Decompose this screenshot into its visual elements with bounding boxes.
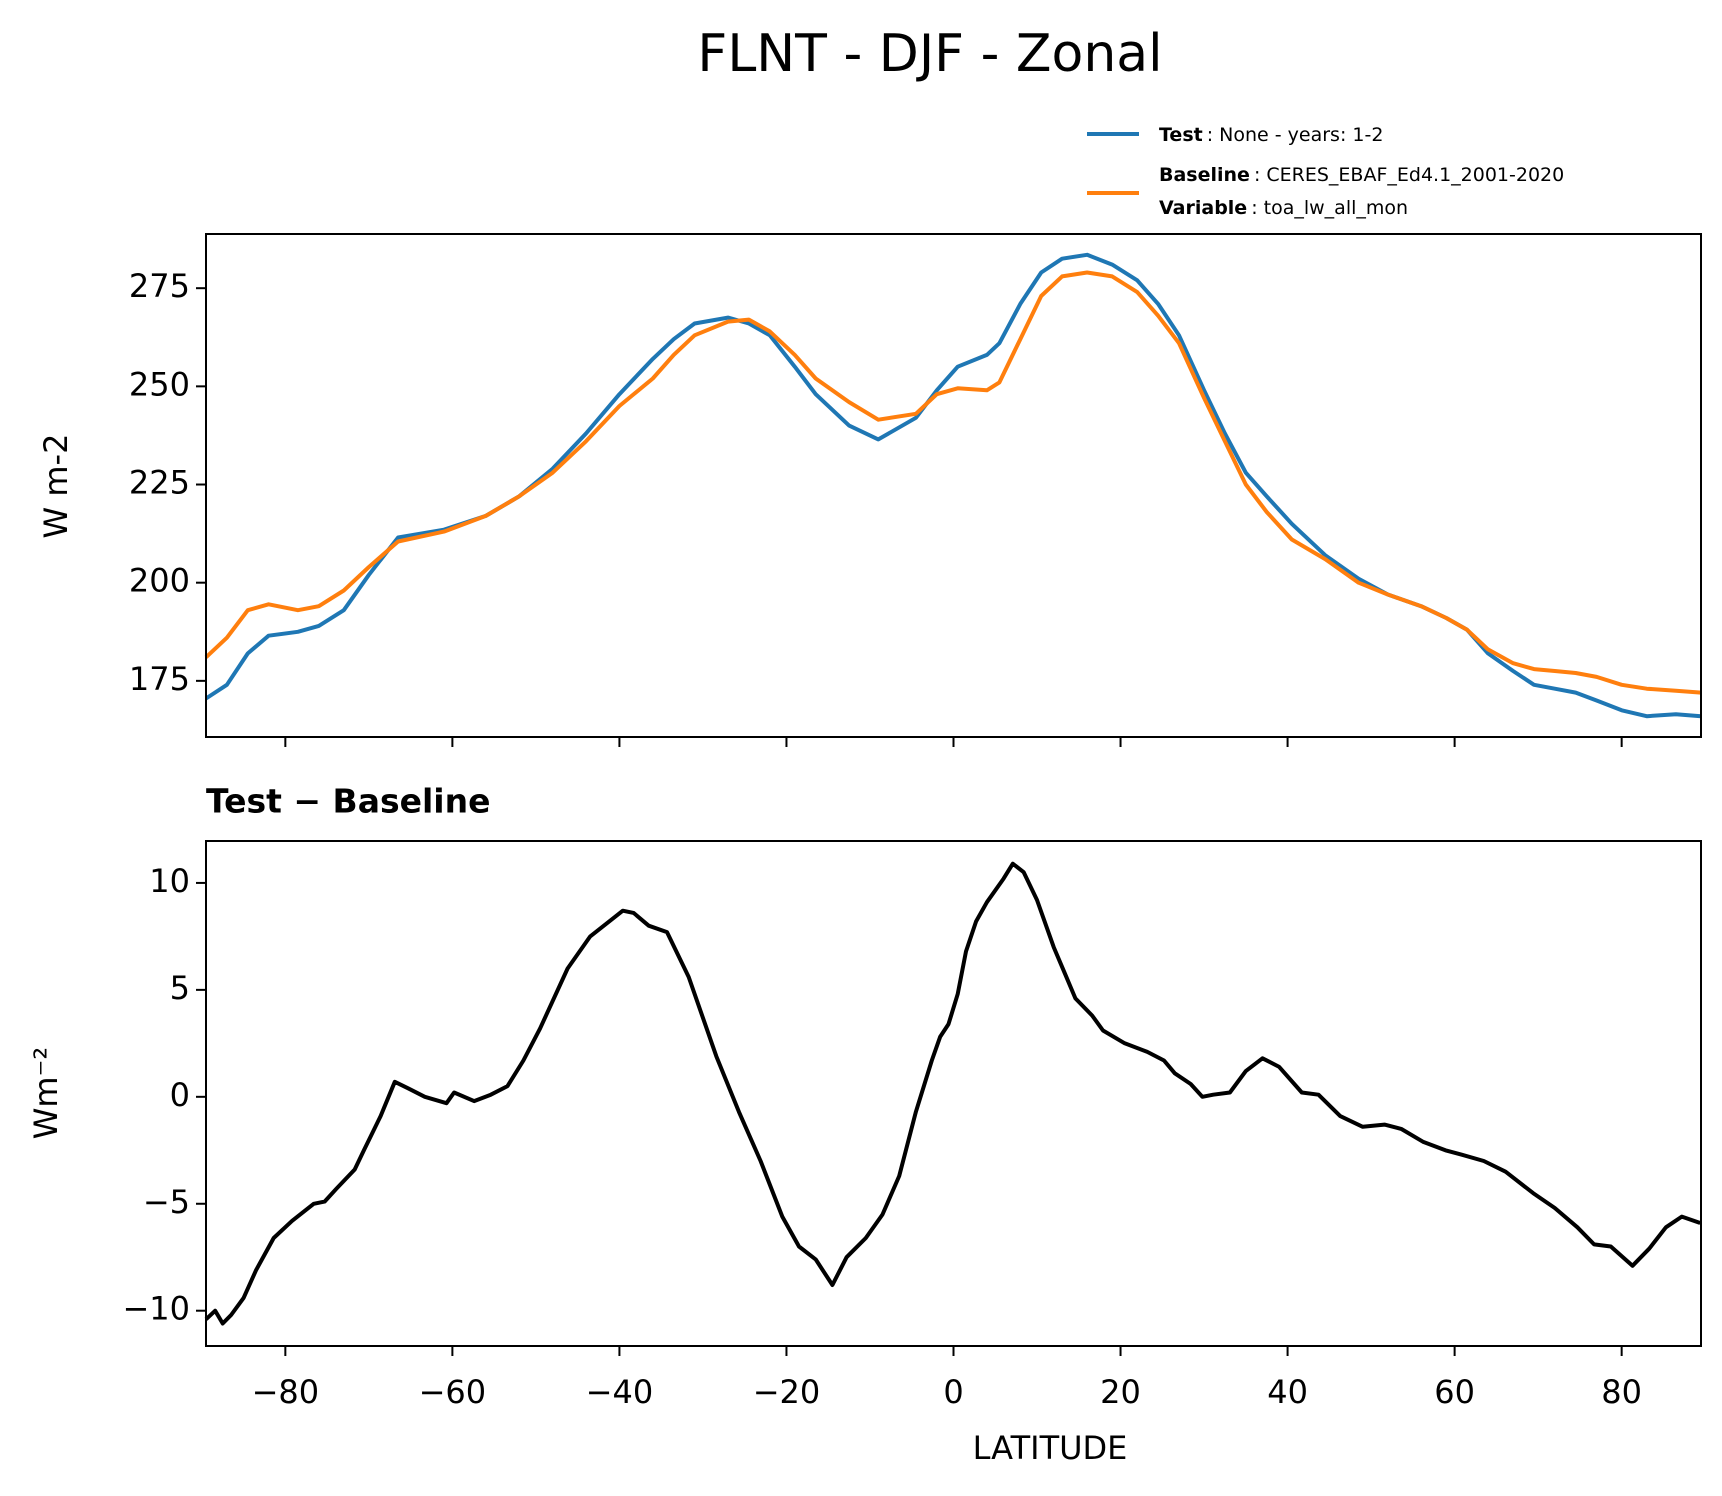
axes-frame bbox=[205, 840, 1702, 1347]
axes-frame bbox=[205, 233, 1702, 738]
y-tick-label: 5 bbox=[170, 969, 190, 1007]
y-tick-label: 250 bbox=[129, 365, 190, 403]
legend-label: Baseline: CERES_EBAF_Ed4.1_2001-2020 bbox=[1159, 164, 1564, 186]
y-tick-label: 275 bbox=[129, 267, 190, 305]
y-tick-label: 200 bbox=[129, 562, 190, 600]
x-tick-label: 40 bbox=[1267, 1373, 1308, 1411]
legend-label: Test: None - years: 1-2 bbox=[1159, 124, 1383, 146]
data-line bbox=[204, 861, 1701, 1326]
x-tick-label: 20 bbox=[1100, 1373, 1141, 1411]
legend-name: Variable bbox=[1159, 197, 1247, 219]
y-tick-label: −5 bbox=[143, 1183, 190, 1221]
subplot-title: Test − Baseline bbox=[206, 782, 491, 821]
y-axis-label: W m-2 bbox=[37, 434, 75, 539]
legend-detail: : None - years: 1-2 bbox=[1207, 124, 1384, 146]
y-axis-label: Wm⁻² bbox=[27, 1047, 65, 1140]
x-tick-label: −60 bbox=[419, 1373, 487, 1411]
x-axis-label: LATITUDE bbox=[973, 1429, 1128, 1467]
legend-detail: : toa_lw_all_mon bbox=[1251, 197, 1408, 219]
x-tick-label: −20 bbox=[753, 1373, 821, 1411]
x-tick-label: −40 bbox=[586, 1373, 654, 1411]
legend-detail: : CERES_EBAF_Ed4.1_2001-2020 bbox=[1254, 164, 1564, 186]
x-tick-label: −80 bbox=[252, 1373, 320, 1411]
figure-title: FLNT - DJF - Zonal bbox=[697, 24, 1162, 84]
y-tick-label: 10 bbox=[149, 862, 190, 900]
data-line bbox=[204, 270, 1702, 695]
legend-note: Variable: toa_lw_all_mon bbox=[1159, 197, 1408, 219]
x-tick-label: 0 bbox=[943, 1373, 963, 1411]
legend-name: Test bbox=[1159, 124, 1203, 146]
data-line bbox=[204, 252, 1702, 719]
x-tick-label: 80 bbox=[1601, 1373, 1642, 1411]
legend-name: Baseline bbox=[1159, 164, 1250, 186]
y-tick-label: 225 bbox=[129, 464, 190, 502]
y-tick-label: 0 bbox=[170, 1076, 190, 1114]
y-tick-label: −10 bbox=[122, 1290, 190, 1328]
y-tick-label: 175 bbox=[129, 660, 190, 698]
x-tick-label: 60 bbox=[1434, 1373, 1475, 1411]
legend: Test: None - years: 1-2 Baseline: CERES_… bbox=[1087, 124, 1564, 219]
